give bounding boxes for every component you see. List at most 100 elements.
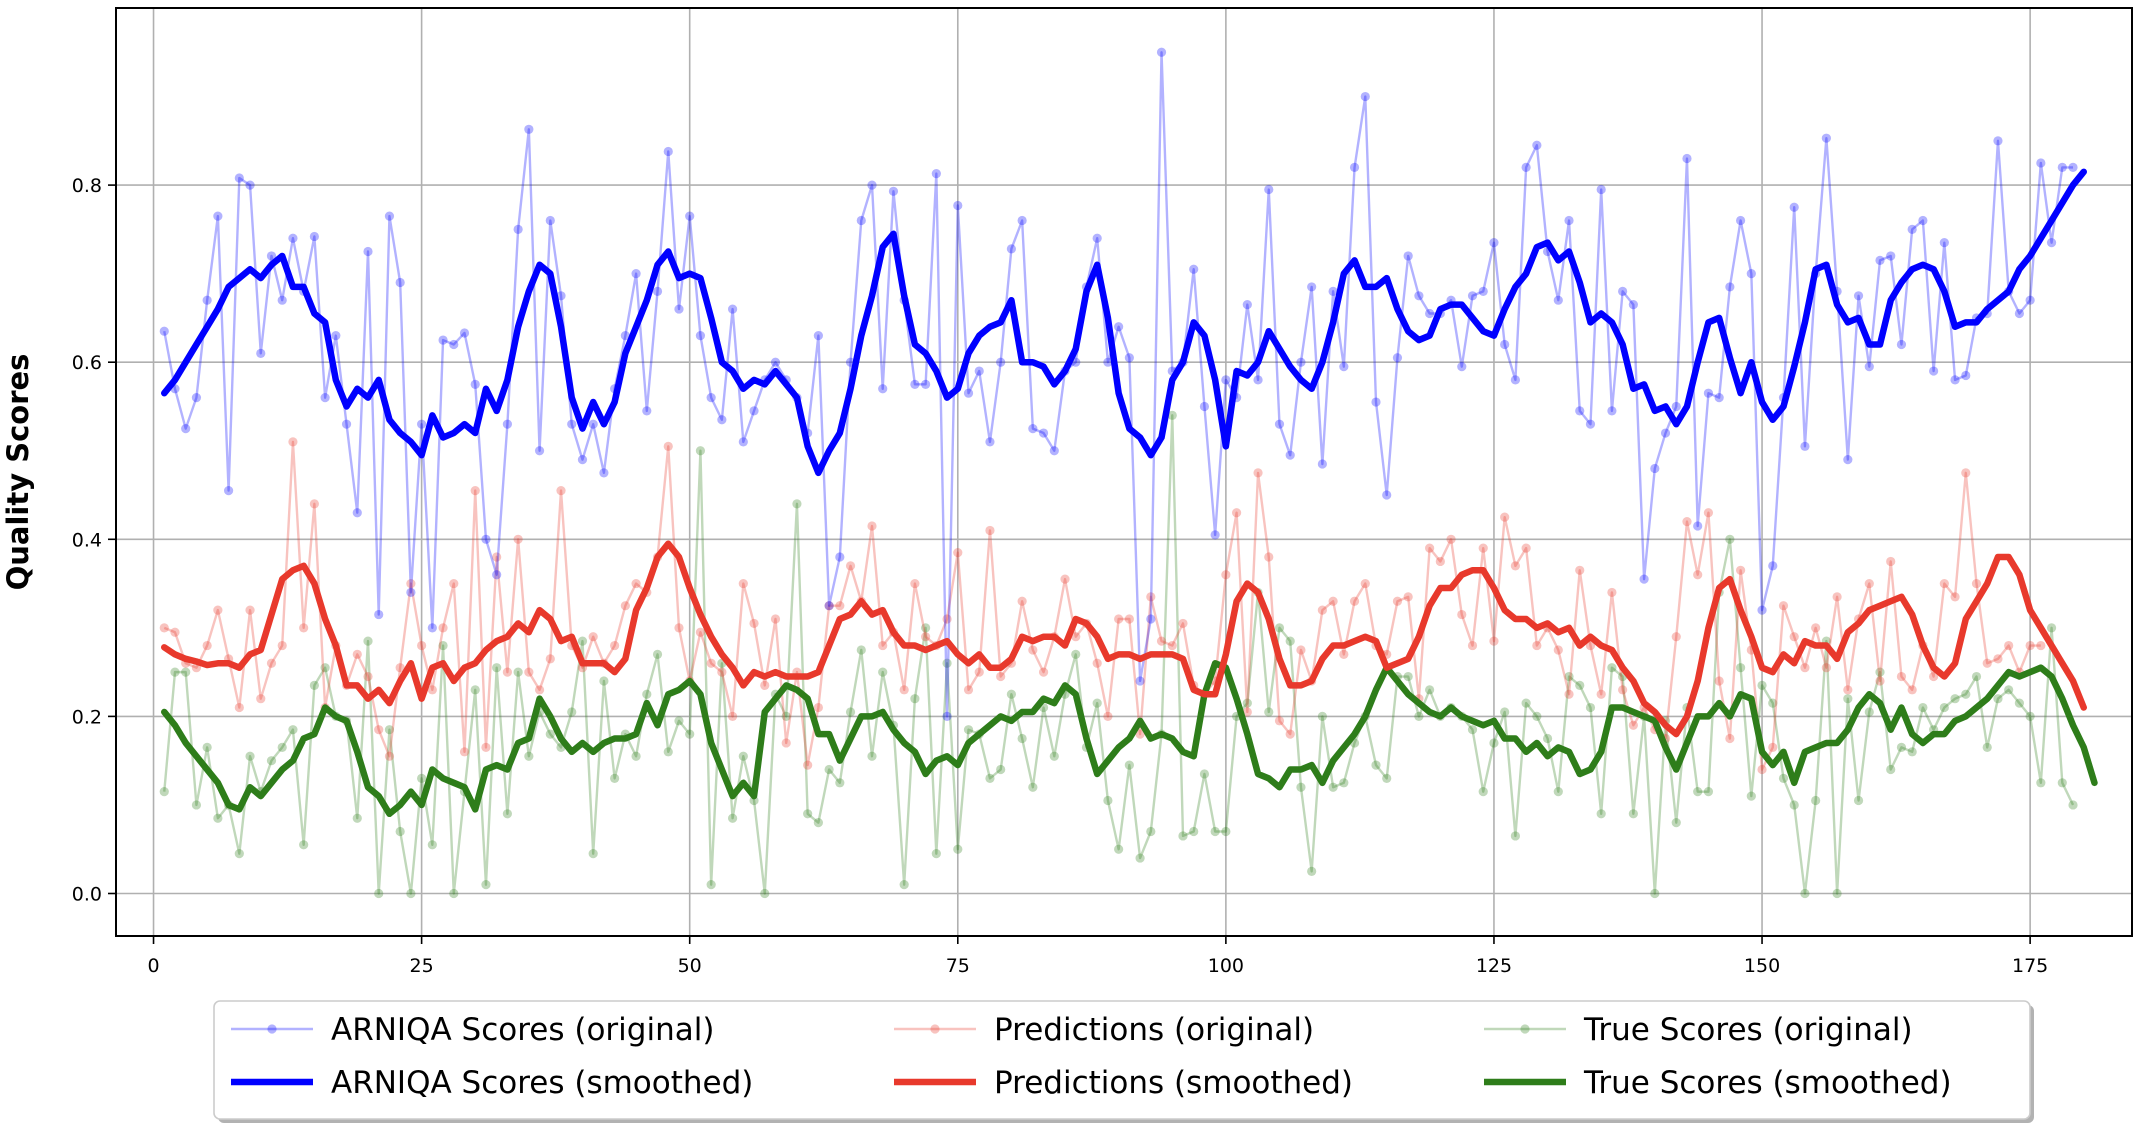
- data-point: [1907, 685, 1917, 695]
- data-point: [1489, 738, 1499, 748]
- data-point: [1038, 428, 1049, 438]
- data-point: [1210, 826, 1220, 837]
- data-point: [406, 587, 416, 598]
- legend-label: True Scores (smoothed): [1583, 1065, 1952, 1101]
- data-point: [352, 813, 362, 823]
- data-point: [856, 215, 866, 226]
- data-point: [813, 818, 823, 828]
- data-point: [534, 685, 545, 695]
- data-point: [159, 623, 169, 633]
- data-point: [760, 680, 770, 691]
- data-point: [1092, 658, 1102, 668]
- data-point: [1478, 787, 1488, 797]
- data-point: [1414, 711, 1424, 722]
- data-point: [749, 406, 759, 416]
- data-point: [674, 304, 684, 314]
- data-point: [610, 640, 620, 651]
- data-point: [1339, 362, 1349, 372]
- data-point: [1746, 269, 1756, 279]
- data-point: [363, 246, 373, 257]
- data-point: [1703, 388, 1714, 398]
- data-point: [2025, 711, 2035, 722]
- data-point: [1607, 406, 1617, 416]
- data-point: [813, 331, 823, 341]
- data-point: [374, 888, 384, 899]
- data-point: [1264, 552, 1274, 562]
- data-point: [1671, 401, 1681, 412]
- data-point: [588, 419, 598, 429]
- data-point: [1725, 282, 1735, 292]
- data-point: [1532, 640, 1542, 651]
- data-point: [1929, 366, 1939, 376]
- legend-item: True Scores (smoothed): [1484, 1065, 1952, 1101]
- data-point: [963, 685, 974, 695]
- data-point: [470, 486, 480, 496]
- data-point: [685, 729, 695, 739]
- series-predictions-smoothed: [161, 540, 2087, 738]
- data-point: [1896, 339, 1907, 350]
- data-point: [1028, 424, 1038, 434]
- data-point: [942, 711, 952, 722]
- data-point: [1886, 251, 1896, 261]
- data-point: [695, 331, 706, 341]
- data-point: [835, 552, 845, 562]
- data-point: [1307, 866, 1317, 876]
- data-point: [1896, 742, 1907, 752]
- data-point: [395, 826, 405, 837]
- data-point: [856, 645, 866, 655]
- data-point: [1714, 393, 1724, 403]
- data-point: [835, 601, 845, 611]
- data-point: [706, 393, 716, 403]
- data-point: [202, 742, 212, 752]
- data-point: [1178, 831, 1188, 841]
- data-point: [1242, 300, 1252, 310]
- data-point: [213, 605, 223, 615]
- data-point: [728, 304, 738, 314]
- data-point: [1553, 787, 1563, 797]
- data-point: [1167, 640, 1177, 651]
- data-point: [1242, 707, 1252, 717]
- data-point: [1060, 574, 1070, 584]
- data-point: [1028, 645, 1038, 655]
- data-point: [652, 649, 663, 660]
- data-point: [1382, 773, 1392, 783]
- data-point: [824, 601, 834, 611]
- legend-label: ARNIQA Scores (original): [331, 1012, 714, 1048]
- data-point: [492, 570, 502, 580]
- data-point: [1843, 694, 1853, 704]
- data-point: [1789, 800, 1799, 810]
- data-point: [942, 614, 952, 624]
- data-point: [224, 486, 234, 496]
- data-point: [1103, 357, 1113, 367]
- data-point: [1006, 689, 1017, 699]
- data-point: [417, 419, 427, 429]
- data-point: [513, 224, 523, 234]
- series-line: [161, 540, 2087, 738]
- data-point: [1349, 596, 1360, 606]
- data-point: [1178, 618, 1188, 629]
- data-point: [1092, 233, 1102, 243]
- data-point: [1296, 645, 1306, 655]
- data-point: [1800, 663, 1810, 673]
- data-point: [1017, 596, 1027, 606]
- data-point: [899, 880, 909, 890]
- data-point: [1703, 508, 1714, 518]
- data-point: [1575, 565, 1585, 575]
- data-point: [459, 747, 470, 757]
- data-point: [481, 742, 491, 752]
- data-point: [159, 326, 169, 336]
- data-point: [352, 508, 362, 518]
- data-point: [2068, 800, 2078, 810]
- data-point: [1618, 286, 1628, 296]
- x-tick-label: 50: [678, 955, 702, 977]
- data-point: [502, 419, 512, 429]
- data-point: [481, 534, 491, 544]
- data-point: [1253, 375, 1263, 385]
- data-point: [996, 764, 1006, 775]
- data-point: [663, 441, 673, 451]
- data-point: [2057, 778, 2067, 788]
- data-point: [1961, 370, 1971, 381]
- data-point: [652, 286, 663, 296]
- data-point: [1339, 778, 1349, 788]
- data-point: [1789, 632, 1799, 642]
